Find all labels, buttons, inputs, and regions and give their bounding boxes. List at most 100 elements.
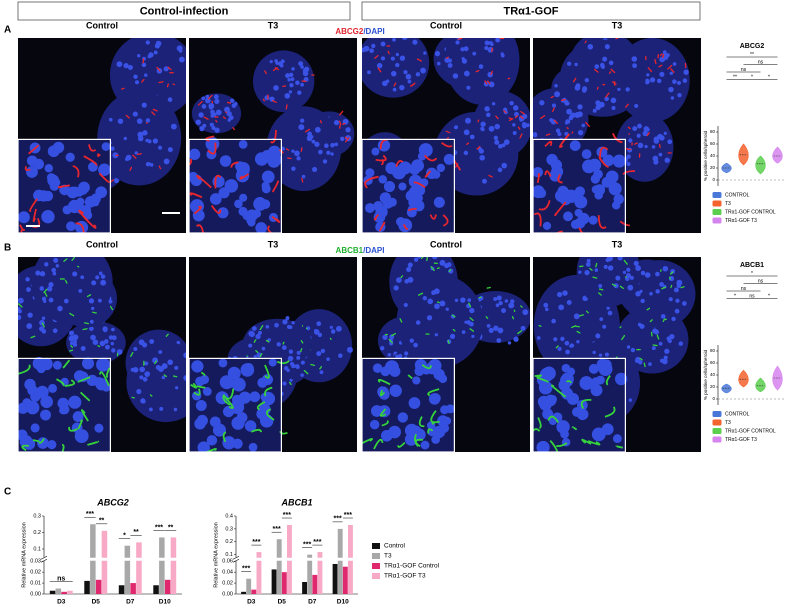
inset-nucleus bbox=[18, 211, 30, 224]
stain-signal bbox=[538, 325, 542, 327]
nucleus bbox=[44, 262, 49, 267]
stain-signal bbox=[445, 130, 451, 134]
stain-signal bbox=[517, 330, 523, 335]
nucleus bbox=[257, 330, 262, 335]
nucleus bbox=[594, 268, 599, 272]
nucleus bbox=[599, 317, 604, 322]
nucleus bbox=[265, 324, 270, 329]
nucleus bbox=[422, 296, 428, 301]
nucleus bbox=[285, 316, 290, 321]
nucleus bbox=[215, 109, 222, 116]
nucleus bbox=[113, 177, 120, 184]
nucleus bbox=[167, 359, 174, 366]
nucleus bbox=[587, 44, 594, 50]
stain-signal bbox=[649, 319, 653, 323]
inset-signal bbox=[190, 382, 198, 389]
nucleus bbox=[178, 49, 183, 53]
nucleus bbox=[649, 291, 653, 296]
nucleus bbox=[161, 375, 166, 380]
inset-signal bbox=[20, 229, 23, 233]
sig-label: *** bbox=[303, 542, 311, 549]
stain-signal bbox=[86, 294, 92, 298]
nucleus bbox=[404, 351, 409, 356]
nucleus bbox=[255, 333, 261, 340]
stain-signal bbox=[377, 67, 382, 73]
stain-signal bbox=[595, 262, 598, 268]
nucleus bbox=[291, 149, 295, 153]
nucleus bbox=[144, 73, 148, 77]
inset-nucleus bbox=[601, 176, 613, 188]
y-tick-label: 0.02 bbox=[30, 570, 41, 576]
stain-signal bbox=[71, 257, 76, 262]
inset-nucleus bbox=[84, 196, 97, 208]
inset-signal bbox=[271, 215, 281, 223]
micrograph bbox=[362, 38, 530, 233]
inset-nucleus bbox=[98, 163, 111, 176]
nucleus bbox=[495, 38, 501, 43]
stain-signal bbox=[274, 67, 280, 71]
inset-nucleus bbox=[596, 358, 609, 371]
nucleus bbox=[73, 339, 77, 344]
nucleus bbox=[149, 339, 155, 344]
stain-signal bbox=[436, 267, 440, 270]
nucleus bbox=[273, 85, 279, 91]
stain-signal bbox=[44, 292, 48, 297]
column-label: Control bbox=[86, 239, 118, 249]
inset-nucleus bbox=[253, 197, 267, 211]
nucleus bbox=[139, 375, 144, 380]
inset-signal bbox=[28, 144, 39, 155]
nucleus bbox=[144, 361, 149, 366]
stain-signal bbox=[259, 324, 264, 331]
stain-signal bbox=[303, 369, 309, 375]
inset-nucleus bbox=[191, 360, 204, 373]
inset-nucleus bbox=[378, 175, 387, 184]
nucleus bbox=[635, 291, 641, 297]
nucleus bbox=[504, 299, 509, 303]
y-axis-label: Relative mRNA expression bbox=[213, 522, 219, 587]
nucleus bbox=[142, 377, 148, 382]
inset-nucleus bbox=[243, 363, 254, 373]
nucleus bbox=[88, 298, 95, 304]
nucleus bbox=[501, 162, 508, 169]
stain-signal bbox=[596, 86, 599, 90]
inset-nucleus bbox=[218, 358, 228, 368]
stain-signal bbox=[417, 292, 424, 296]
stain-signal bbox=[82, 328, 88, 331]
sig-label: *** bbox=[86, 511, 94, 518]
stain-signal bbox=[339, 110, 344, 116]
stain-signal bbox=[262, 98, 266, 102]
column-label: T3 bbox=[268, 20, 279, 30]
legend-swatch bbox=[712, 411, 722, 417]
nucleus bbox=[214, 98, 220, 104]
nucleus bbox=[611, 105, 616, 111]
chart-title: ABCG2 bbox=[740, 43, 765, 50]
nucleus bbox=[454, 298, 459, 303]
nucleus bbox=[610, 97, 617, 104]
inset-nucleus bbox=[588, 363, 599, 374]
stain-signal bbox=[345, 137, 350, 143]
nucleus bbox=[448, 268, 454, 274]
y-tick-label: 0.2 bbox=[33, 530, 41, 536]
sig-label: * bbox=[751, 271, 753, 277]
stain-signal bbox=[571, 131, 574, 134]
stain-signal bbox=[30, 335, 36, 339]
nucleus bbox=[629, 275, 634, 280]
nucleus bbox=[427, 298, 434, 305]
inset-nucleus bbox=[536, 440, 550, 452]
nucleus bbox=[401, 38, 408, 40]
nucleus bbox=[161, 363, 168, 370]
nucleus bbox=[318, 149, 323, 155]
inset-nucleus bbox=[433, 368, 445, 381]
inset-signal bbox=[605, 374, 611, 386]
nucleus bbox=[127, 65, 133, 70]
inset-nucleus bbox=[388, 425, 401, 439]
nucleus bbox=[302, 70, 309, 77]
nucleus bbox=[653, 329, 659, 335]
nucleus bbox=[158, 350, 163, 354]
legend-swatch bbox=[372, 543, 380, 549]
nucleus bbox=[284, 366, 289, 371]
nucleus bbox=[41, 329, 47, 334]
bar bbox=[101, 530, 108, 594]
nucleus bbox=[453, 125, 459, 130]
inset-nucleus bbox=[411, 159, 424, 173]
